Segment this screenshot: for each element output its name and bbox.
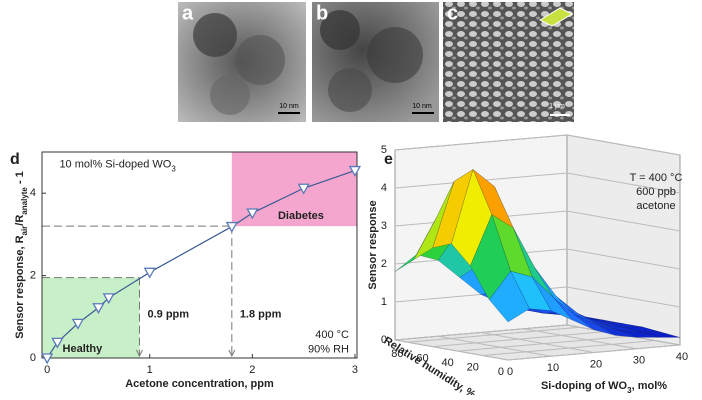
- chart-d: d Healthy Diabetes 0.9 ppm 1.8 ppm 0 2 4 0 1 2 3 Ace…: [10, 151, 362, 390]
- panel-b: b 10 nm: [312, 2, 439, 122]
- x-tick-label: 10: [547, 362, 559, 374]
- scale-bar-label: 10 nm: [279, 103, 299, 110]
- threshold-arrow: [136, 349, 143, 358]
- surface-cell: [553, 297, 595, 330]
- region-label: Diabetes: [278, 210, 324, 222]
- scale-bar-label: 1 µm: [549, 103, 565, 110]
- x-tick-label: 30: [633, 355, 645, 367]
- y-tick-label: 0: [498, 366, 504, 378]
- panel-c: c 1 µm: [443, 2, 574, 122]
- grid-line: [507, 344, 681, 361]
- chart-title-part: 10 mol% Si-doped WO: [59, 158, 171, 170]
- chart-title: 10 mol% Si-doped WO3: [59, 158, 176, 173]
- x-axis-label-part: , mol%: [632, 380, 668, 392]
- surface-cell: [488, 270, 530, 323]
- y-tick-label: 0: [30, 352, 36, 364]
- y-axis-label-part: analyte: [20, 187, 29, 215]
- annotation: 600 ppb: [636, 186, 676, 198]
- y-tick-label: 80: [391, 348, 403, 360]
- x-tick-label: 3: [352, 364, 358, 376]
- side-wall: [566, 134, 681, 346]
- surface-cell: [510, 270, 552, 311]
- marker: [246, 208, 259, 220]
- x-axis-label: Si-doping of WO3, mol%: [541, 380, 667, 395]
- surface-cell: [575, 314, 616, 336]
- x-tick-label: 0: [507, 366, 513, 378]
- grid-line: [523, 328, 638, 350]
- z-tick-label: 4: [381, 182, 387, 194]
- grid-line: [394, 339, 509, 361]
- annotation: 400 °C: [315, 329, 349, 341]
- grid-line: [407, 326, 580, 343]
- annotation: acetone: [636, 200, 675, 212]
- marker: [297, 183, 310, 195]
- panel-label: c: [447, 2, 458, 24]
- grid-line: [432, 331, 605, 348]
- marker: [51, 337, 64, 349]
- annotation: 90% RH: [308, 344, 349, 356]
- marker: [41, 353, 54, 365]
- x-axis-label: Acetone concentration, ppm: [125, 378, 274, 390]
- x-axis-label-part: 3: [627, 386, 632, 395]
- panel-label: a: [182, 2, 194, 24]
- y-axis-label-part: /R: [14, 215, 26, 226]
- panel-label: b: [316, 2, 328, 24]
- region-label: Healthy: [63, 343, 104, 355]
- y-tick-label: 20: [467, 361, 479, 373]
- y-axis-label-part: - 1: [14, 171, 26, 187]
- marker: [143, 267, 156, 279]
- z-axis-label: Sensor response: [367, 200, 379, 289]
- z-tick-label: 0: [381, 334, 387, 346]
- y-tick-label: 2: [30, 270, 36, 282]
- grid-line: [394, 286, 681, 308]
- chart-e: e 0 1 2 3 4 5 0 10 20 30 40 0 20 40 60 80 Sensor response…: [367, 134, 688, 400]
- panel-label: d: [10, 151, 20, 168]
- plot-frame: [41, 151, 358, 359]
- y-axis-label-part: Sensor response, R: [14, 235, 26, 338]
- marker: [71, 318, 85, 330]
- series-line: [46, 169, 356, 359]
- threshold-arrow: [228, 349, 236, 358]
- threshold-label: 1.8 ppm: [240, 309, 282, 321]
- z-tick-label: 1: [381, 296, 387, 308]
- z-tick-label: 3: [381, 220, 387, 232]
- x-tick-label: 20: [590, 358, 602, 370]
- x-tick-label: 1: [147, 364, 153, 376]
- panel-label: e: [384, 151, 393, 168]
- marker: [102, 293, 115, 305]
- marker: [92, 303, 105, 315]
- x-tick-label: 40: [676, 351, 688, 363]
- grid-line: [394, 172, 681, 194]
- panel-a: a 10 nm: [178, 2, 306, 122]
- chart-title-part: 3: [171, 164, 176, 173]
- grid-line: [394, 134, 681, 156]
- y-tick-label: 4: [30, 187, 36, 199]
- x-tick-label: 0: [44, 364, 50, 376]
- grid-line: [457, 335, 630, 352]
- z-tick-label: 2: [381, 258, 387, 270]
- y-tick-label: 40: [442, 357, 454, 369]
- z-tick-label: 5: [381, 144, 387, 156]
- y-tick-label: 60: [416, 353, 428, 365]
- annotation: T = 400 °C: [630, 172, 683, 184]
- x-axis-label-part: Si-doping of WO: [541, 380, 628, 392]
- grid-line: [482, 340, 655, 357]
- marker: [225, 221, 238, 233]
- y-axis-label: Sensor response, Rair/Ranalyte - 1: [14, 171, 29, 339]
- marker: [348, 165, 362, 177]
- threshold-label: 0.9 ppm: [147, 309, 189, 321]
- x-tick-label: 2: [249, 364, 255, 376]
- grid-line: [480, 332, 595, 353]
- scale-bar-label: 10 nm: [412, 103, 432, 110]
- y-axis-label-part: air: [20, 226, 29, 236]
- grid-line: [437, 335, 552, 357]
